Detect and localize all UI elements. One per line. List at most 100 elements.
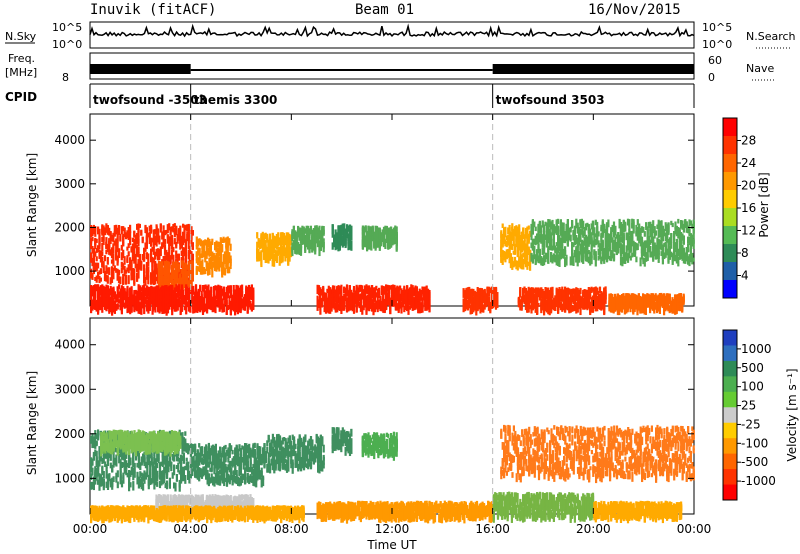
power-echo-cell (129, 304, 132, 315)
power-echo-cell (166, 294, 170, 303)
power-echo-cell (163, 244, 167, 249)
power-echo-cell (218, 287, 221, 293)
power-echo-cell (273, 256, 276, 262)
power-echo-cell (242, 298, 245, 308)
power-echo-cell (147, 305, 150, 314)
power-echo-cell (163, 260, 166, 265)
power-echo-cell (105, 225, 108, 233)
power-echo-cell (131, 268, 134, 275)
power-echo-cell (172, 289, 175, 299)
power-echo-cell (361, 225, 364, 231)
power-echo-cell (137, 259, 140, 264)
power-echo-cell (566, 219, 569, 224)
power-echo-cell (120, 261, 123, 268)
power-echo-cell (304, 237, 307, 248)
power-echo-cell (271, 233, 274, 244)
power-echo-cell (273, 253, 276, 260)
power-echo-cell (206, 286, 209, 293)
power-echo-cell (131, 273, 134, 279)
power-echo-cell (578, 254, 581, 261)
power-echo-cell (175, 292, 178, 300)
power-echo-cell (241, 284, 244, 290)
power-echo-cell (90, 256, 93, 263)
power-echo-cell (278, 237, 281, 246)
power-echo-cell (214, 245, 217, 251)
power-echo-cell (106, 300, 109, 308)
power-echo-cell (177, 253, 180, 261)
power-echo-cell (157, 261, 161, 272)
power-echo-cell (392, 235, 395, 245)
power-echo-cell (387, 230, 390, 238)
power-echo-cell (157, 277, 161, 287)
power-echo-cell (340, 295, 343, 301)
power-echo-cell (180, 268, 183, 274)
power-echo-cell (522, 227, 525, 235)
power-echo-cell (136, 233, 139, 242)
power-echo-cell (122, 226, 125, 232)
power-echo-cell (91, 226, 94, 236)
power-echo-cell (261, 243, 264, 248)
power-echo-cell (315, 227, 318, 233)
power-echo-cell (109, 236, 112, 245)
power-echo-cell (301, 233, 304, 240)
power-echo-cell (337, 237, 340, 245)
power-echo-cell (105, 244, 108, 249)
power-echo-cell (212, 252, 215, 258)
power-echo-cell (252, 302, 255, 309)
power-echo-cell (170, 264, 173, 274)
power-echo-cell (229, 285, 232, 294)
power-echo-cell (635, 256, 638, 263)
power-echo-cell (324, 293, 328, 301)
power-echo-cell (169, 285, 172, 296)
power-echo-cell (113, 300, 116, 306)
power-echo-cell (257, 248, 260, 254)
power-echo-cell (101, 292, 104, 302)
power-echo-cell (180, 291, 184, 298)
power-echo-cell (174, 272, 178, 282)
power-echo-cell (239, 297, 242, 306)
power-echo-cell (145, 253, 148, 260)
power-echo-cell (224, 301, 227, 306)
power-echo-cell (141, 298, 144, 309)
power-echo-cell (112, 232, 115, 243)
power-echo-cell (157, 272, 161, 277)
power-echo-cell (145, 300, 149, 309)
power-echo-cell (277, 238, 280, 246)
power-echo-cell (94, 277, 97, 282)
power-echo-cell (326, 288, 329, 294)
power-echo-cell (141, 290, 144, 297)
power-echo-cell (565, 254, 568, 260)
power-echo-cell (219, 252, 222, 262)
power-echo-cell (324, 296, 328, 306)
power-echo-cell (134, 253, 137, 260)
power-echo-region (500, 223, 532, 271)
power-echo-cell (216, 241, 219, 247)
power-echo-cell (368, 240, 371, 250)
power-echo-cell (215, 246, 218, 252)
power-echo-cell (238, 302, 241, 313)
power-echo-cell (203, 300, 206, 306)
power-echo-cell (165, 278, 168, 288)
power-echo-cell (348, 242, 352, 250)
power-echo-cell (163, 255, 167, 264)
power-echo-cell (113, 303, 116, 312)
power-echo-cell (166, 305, 170, 310)
power-echo-cell (288, 233, 291, 242)
power-echo-cell (95, 284, 98, 292)
power-echo-cell (232, 293, 235, 298)
power-echo-cell (152, 289, 156, 297)
power-echo-cell (137, 227, 140, 234)
power-echo-cell (660, 220, 663, 227)
power-echo-cell (215, 300, 218, 306)
power-echo-cell (163, 238, 167, 245)
power-echo-cell (207, 289, 210, 299)
power-echo-cell (228, 299, 231, 305)
power-echo-cell (111, 287, 114, 294)
power-echo-cell (133, 301, 136, 308)
power-echo-cell (141, 294, 144, 299)
power-echo-cell (187, 263, 190, 272)
power-echo-cell (102, 227, 105, 233)
power-echo-cell (184, 243, 187, 252)
power-echo-cell (92, 224, 95, 235)
power-echo-cell (285, 232, 288, 238)
